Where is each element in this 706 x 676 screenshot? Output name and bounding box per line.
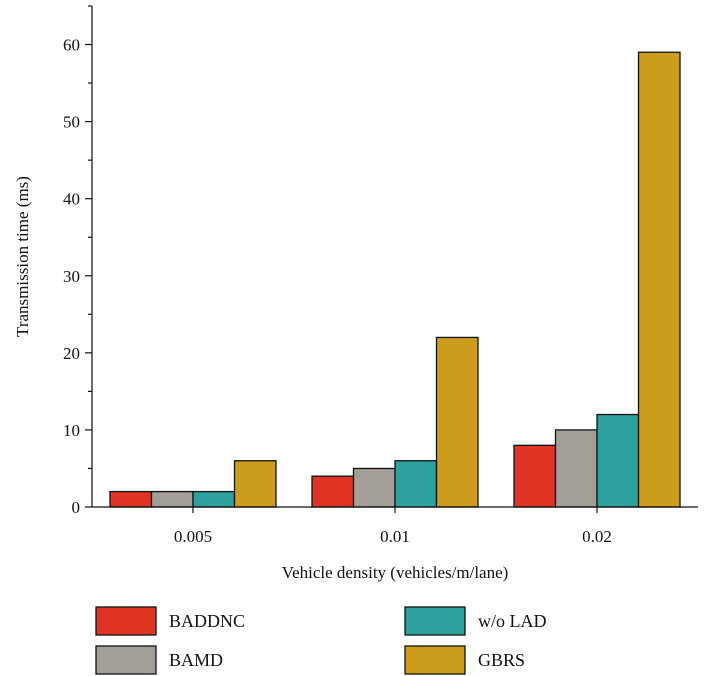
x-tick-label: 0.01 <box>380 527 410 546</box>
bar-gbrs-0 <box>235 461 277 507</box>
legend-label: w/o LAD <box>478 611 547 631</box>
y-axis-ticks: 0 10 20 30 40 50 60 <box>63 6 92 517</box>
y-tick-label: 50 <box>63 113 80 132</box>
y-tick-label: 20 <box>63 344 80 363</box>
y-tick-label: 40 <box>63 190 80 209</box>
legend-swatch <box>405 646 465 674</box>
legend: BADDNC BAMD w/o LAD GBRS <box>96 607 547 674</box>
y-tick-label: 30 <box>63 267 80 286</box>
bars-group <box>110 52 680 507</box>
bar-bamd-2 <box>556 430 598 507</box>
x-axis-ticks: 0.005 0.01 0.02 <box>174 507 612 546</box>
legend-swatch <box>96 607 156 635</box>
bar-bamd-1 <box>354 468 396 507</box>
bar-w-o-lad-1 <box>395 461 437 507</box>
bar-gbrs-1 <box>437 337 479 507</box>
legend-swatch <box>405 607 465 635</box>
bar-w-o-lad-2 <box>597 415 639 507</box>
legend-label: BAMD <box>169 650 223 670</box>
bar-gbrs-2 <box>639 52 681 507</box>
y-tick-label: 0 <box>72 498 81 517</box>
y-tick-label: 60 <box>63 36 80 55</box>
legend-label: GBRS <box>478 650 525 670</box>
bar-bamd-0 <box>152 492 194 507</box>
bar-baddnc-1 <box>312 476 354 507</box>
x-axis-label: Vehicle density (vehicles/m/lane) <box>282 563 509 582</box>
y-tick-label: 10 <box>63 421 80 440</box>
y-axis-label: Transmission time (ms) <box>13 176 32 337</box>
bar-baddnc-2 <box>514 445 556 507</box>
x-tick-label: 0.02 <box>582 527 612 546</box>
x-tick-label: 0.005 <box>174 527 212 546</box>
bar-baddnc-0 <box>110 492 152 507</box>
legend-label: BADDNC <box>169 611 245 631</box>
bar-w-o-lad-0 <box>193 492 235 507</box>
legend-swatch <box>96 646 156 674</box>
